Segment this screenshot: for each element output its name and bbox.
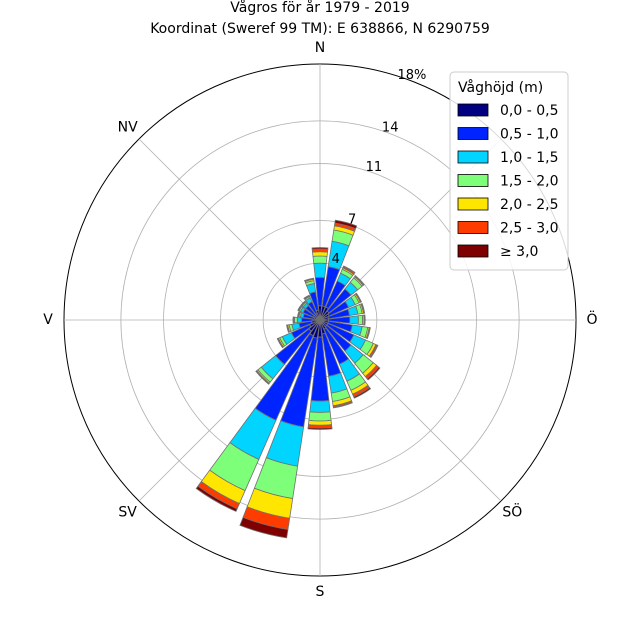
direction-label-SV: SV [118,504,137,520]
legend-swatch-2 [457,150,489,164]
bar-segment-0-6 [311,247,329,250]
legend-swatch-1 [457,127,489,140]
bar-segment-180-2 [309,400,331,413]
legend-swatch-3 [457,174,489,187]
legend-label-6: ≥ 3,0 [500,244,538,260]
legend-swatch-0 [457,103,489,117]
bar-segment-255-6 [286,324,290,333]
radial-tick-label-11: 11 [366,160,383,175]
legend-label-3: 1,5 - 2,0 [500,174,558,190]
bar-segment-180-4 [308,419,332,426]
legend-items: 0,0 - 0,5 0,5 - 1,0 1,0 - 1,5 1,5 - 2,0 2,0 … [457,103,558,260]
axis-labels: N Ö SÖ S SV V NV 4 7 11 14 18% [43,40,597,600]
radial-tick-label-7: 7 [348,213,356,228]
bar-segment-135-6 [366,366,381,381]
direction-label-SO: SÖ [502,502,522,520]
bar-segment-0-4 [312,251,328,257]
bar-segment-90-3 [357,314,364,326]
bar-segment-15-6 [334,219,358,230]
bar-segment-300-6 [297,305,302,311]
bar-segment-60-6 [355,292,362,303]
bars-group [195,219,381,539]
polar-grid [63,63,577,577]
direction-label-NV: NV [118,120,138,136]
grid-spoke-NV [138,138,321,321]
bar-segment-180-6 [307,426,333,430]
bar-segment-75-6 [361,303,366,314]
legend-swatch-4 [457,197,489,211]
radial-tick-label-4: 4 [332,252,340,267]
bar-segment-105-6 [366,327,371,340]
bar-segment-240-6 [276,338,284,349]
legend-box [449,71,569,271]
legend-label-0: 0,0 - 0,5 [500,103,558,119]
bar-segment-330-6 [303,294,310,300]
bar-segment-345-6 [304,277,315,282]
legend-label-4: 2,0 - 2,5 [500,197,558,213]
legend: Våghöjd (m) 0,0 - 0,5 0,5 - 1,0 1,0 - 1,5 1… [449,71,569,271]
legend-label-1: 0,5 - 1,0 [500,127,558,143]
bar-segment-120-6 [369,344,379,359]
radial-tick-label-14: 14 [382,121,399,136]
chart-title: Vågros för år 1979 - 2019 [230,0,409,16]
bar-segment-0-3 [312,255,328,264]
direction-label-S: S [316,584,325,600]
bar-segment-0-2 [313,262,327,279]
radial-tick-label-18: 18% [398,68,427,83]
legend-swatch-6 [457,244,489,258]
bar-segment-150-6 [353,387,372,399]
bar-segment-270-2 [296,317,303,323]
legend-label-5: 2,5 - 3,0 [500,221,558,237]
bar-segment-30-6 [342,265,356,274]
direction-label-V: V [43,312,53,328]
bar-segment-210-6 [195,485,238,512]
bar-segment-285-6 [297,311,300,318]
legend-label-2: 1,0 - 1,5 [500,150,558,166]
legend-swatch-5 [457,221,489,234]
bar-segment-165-6 [332,401,353,409]
legend-title: Våghöjd (m) [458,79,543,96]
bar-segment-90-6 [364,314,366,326]
chart-subtitle: Koordinat (Sweref 99 TM): E 638866, N 62… [150,21,490,37]
bar-segment-180-3 [308,411,332,422]
bar-segment-195-6 [239,516,289,539]
direction-label-O: Ö [586,310,597,328]
bar-segment-90-2 [349,315,359,325]
direction-label-N: N [315,40,325,56]
bar-segment-315-6 [300,300,306,306]
bar-segment-225-6 [255,370,270,385]
bar-segment-45-6 [354,275,365,286]
